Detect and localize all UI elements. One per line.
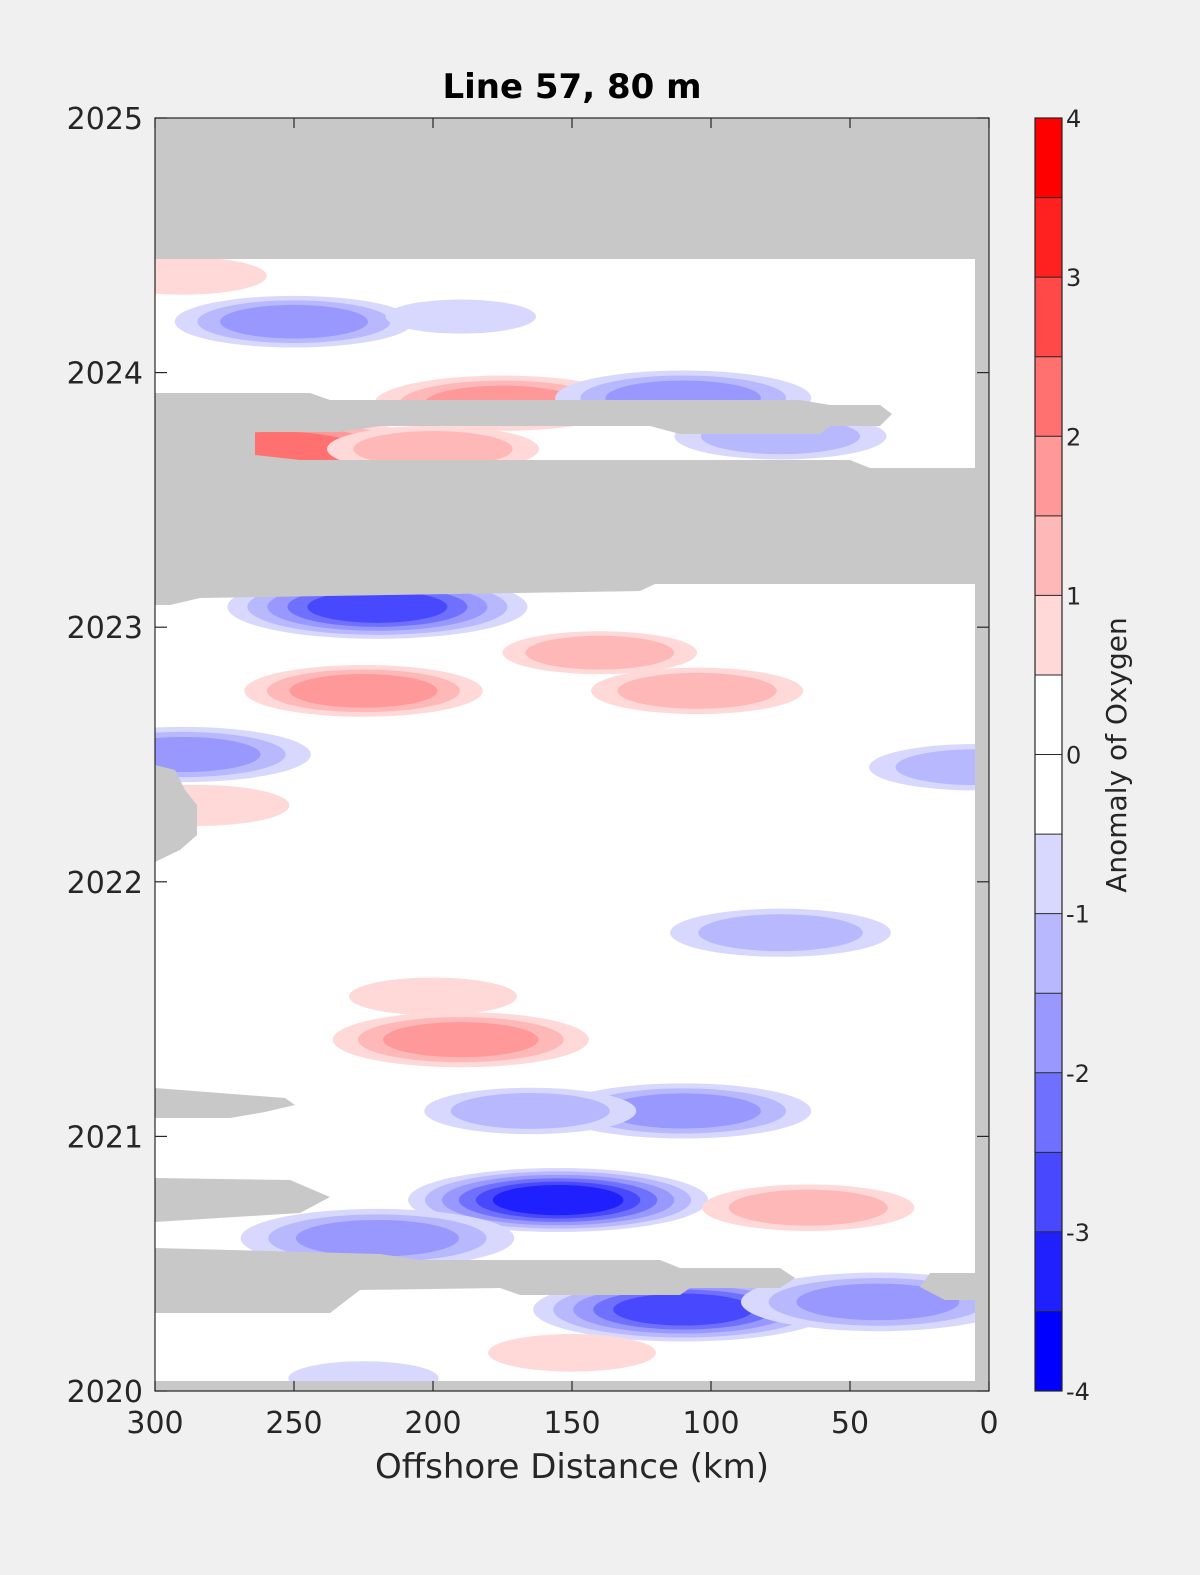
anomaly-contour	[450, 1093, 610, 1129]
no-data-band-2020-mid	[155, 1178, 330, 1222]
colorbar-tick-label: 0	[1066, 742, 1081, 770]
anomaly-contour	[525, 635, 675, 670]
anomaly-contour	[155, 736, 261, 773]
y-tick-label: 2020	[67, 1375, 143, 1410]
anomaly-contour	[289, 674, 438, 708]
colorbar-label: Anomaly of Oxygen	[1100, 617, 1133, 893]
y-tick-label: 2022	[67, 866, 143, 901]
anomaly-contour	[220, 304, 368, 339]
colorbar-swatch	[1035, 515, 1062, 596]
colorbar-tick-label: -3	[1066, 1219, 1090, 1247]
anomaly-contour	[698, 914, 863, 952]
x-tick-label: 50	[831, 1406, 869, 1441]
anomaly-contour	[385, 299, 536, 334]
anomaly-contour	[383, 1022, 539, 1058]
x-tick-label: 150	[543, 1406, 600, 1441]
anomaly-contour	[349, 977, 517, 1016]
colorbar-swatch	[1035, 1231, 1062, 1312]
anomaly-contour	[155, 257, 267, 295]
colorbar: 4 3 2 1 0 -1 -2 -3 -4 Anomaly of Oxygen	[1034, 105, 1133, 1406]
colorbar-frame	[1034, 117, 1063, 1392]
x-tick-label: 300	[126, 1406, 183, 1441]
no-data-band-2023-late	[155, 393, 892, 460]
colorbar-swatch	[1035, 993, 1062, 1074]
colorbar-swatch	[1035, 595, 1062, 676]
anomaly-contour	[492, 1184, 624, 1216]
colorbar-swatch	[1035, 277, 1062, 358]
x-axis-label: Offshore Distance (km)	[375, 1447, 769, 1487]
anomaly-contour	[895, 749, 989, 786]
colorbar-ticks: 4 3 2 1 0 -1 -2 -3 -4	[1066, 105, 1090, 1406]
colorbar-swatch	[1035, 356, 1062, 437]
colorbar-swatch	[1035, 1152, 1062, 1233]
colorbar-swatches	[1035, 118, 1062, 1392]
anomaly-contour	[728, 1189, 888, 1226]
no-data-band-2020-right	[920, 1273, 989, 1300]
y-axis: 2020 2021 2022 2023 2024 2025	[67, 102, 989, 1410]
no-data-band-2022	[155, 765, 197, 862]
colorbar-tick-label: -4	[1066, 1378, 1090, 1406]
no-data-band-2023	[155, 460, 989, 605]
anomaly-contour	[617, 672, 777, 709]
anomaly-contour	[353, 431, 513, 467]
x-tick-label: 0	[979, 1406, 998, 1441]
x-tick-label: 100	[682, 1406, 739, 1441]
colorbar-tick-label: -1	[1066, 901, 1090, 929]
y-tick-label: 2025	[67, 102, 143, 137]
colorbar-tick-label: 4	[1066, 105, 1081, 133]
no-data-band-2024-late	[155, 118, 989, 259]
no-data-band-2021	[155, 1088, 295, 1118]
anomaly-contour	[295, 1219, 459, 1257]
plot-area: 300 250 200 150 100 50 0 202020212022202320242…	[67, 102, 999, 1487]
colorbar-swatch	[1035, 834, 1062, 915]
x-axis: 300 250 200 150 100 50 0	[126, 118, 999, 1441]
no-data-band-2020	[155, 1248, 795, 1313]
colorbar-swatch	[1035, 1311, 1062, 1392]
anomaly-contour	[488, 1334, 656, 1372]
colorbar-tick-label: 1	[1066, 582, 1081, 610]
no-data-strip-inshore	[975, 259, 989, 1391]
colorbar-swatch	[1035, 754, 1062, 835]
anomaly-contour	[605, 1093, 761, 1129]
x-tick-label: 250	[265, 1406, 322, 1441]
x-tick-label: 200	[404, 1406, 461, 1441]
colorbar-tick-label: 3	[1066, 264, 1081, 292]
colorbar-tick-label: 2	[1066, 423, 1081, 451]
anomaly-contour	[796, 1283, 960, 1321]
anomaly-contour	[613, 1293, 754, 1326]
y-tick-label: 2023	[67, 611, 143, 646]
colorbar-swatch	[1035, 118, 1062, 199]
colorbar-tick-label: -2	[1066, 1060, 1090, 1088]
anomaly-contour	[307, 590, 448, 623]
y-tick-label: 2021	[67, 1120, 143, 1155]
y-tick-label: 2024	[67, 357, 143, 392]
colorbar-swatch	[1035, 197, 1062, 278]
colorbar-swatch	[1035, 674, 1062, 755]
chart-title: Line 57, 80 m	[442, 67, 701, 107]
colorbar-swatch	[1035, 436, 1062, 517]
colorbar-swatch	[1035, 913, 1062, 994]
colorbar-swatch	[1035, 1072, 1062, 1153]
